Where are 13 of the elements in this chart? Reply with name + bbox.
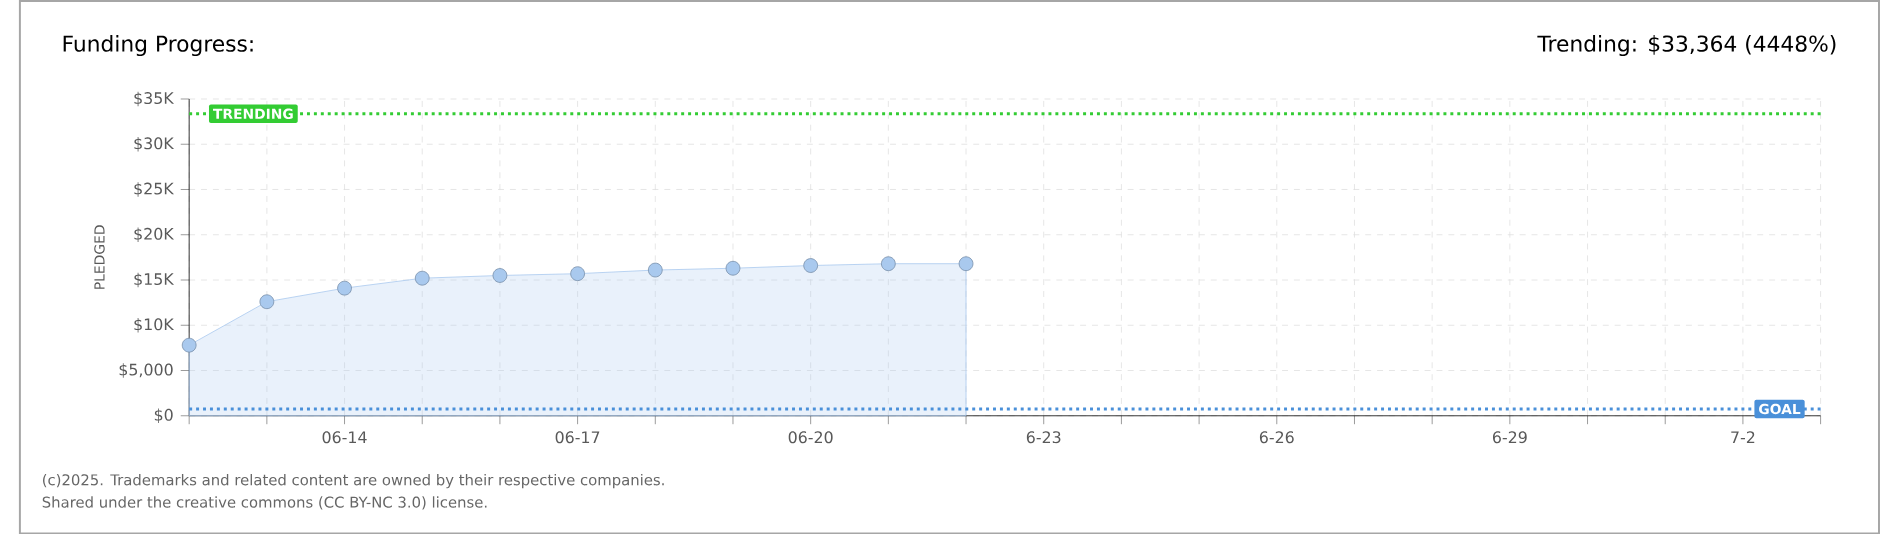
point [414, 270, 430, 286]
point [881, 256, 896, 271]
point [181, 337, 197, 353]
point [958, 256, 974, 271]
point [259, 294, 275, 309]
point [803, 257, 818, 273]
point [725, 260, 741, 276]
point [570, 266, 585, 281]
chart-title: Funding Progress: [63, 34, 253, 56]
chart-subtitle: Trending: $33,364 (4448%) [1537, 34, 1836, 56]
point [647, 262, 663, 278]
point [337, 280, 352, 296]
point [492, 267, 508, 283]
